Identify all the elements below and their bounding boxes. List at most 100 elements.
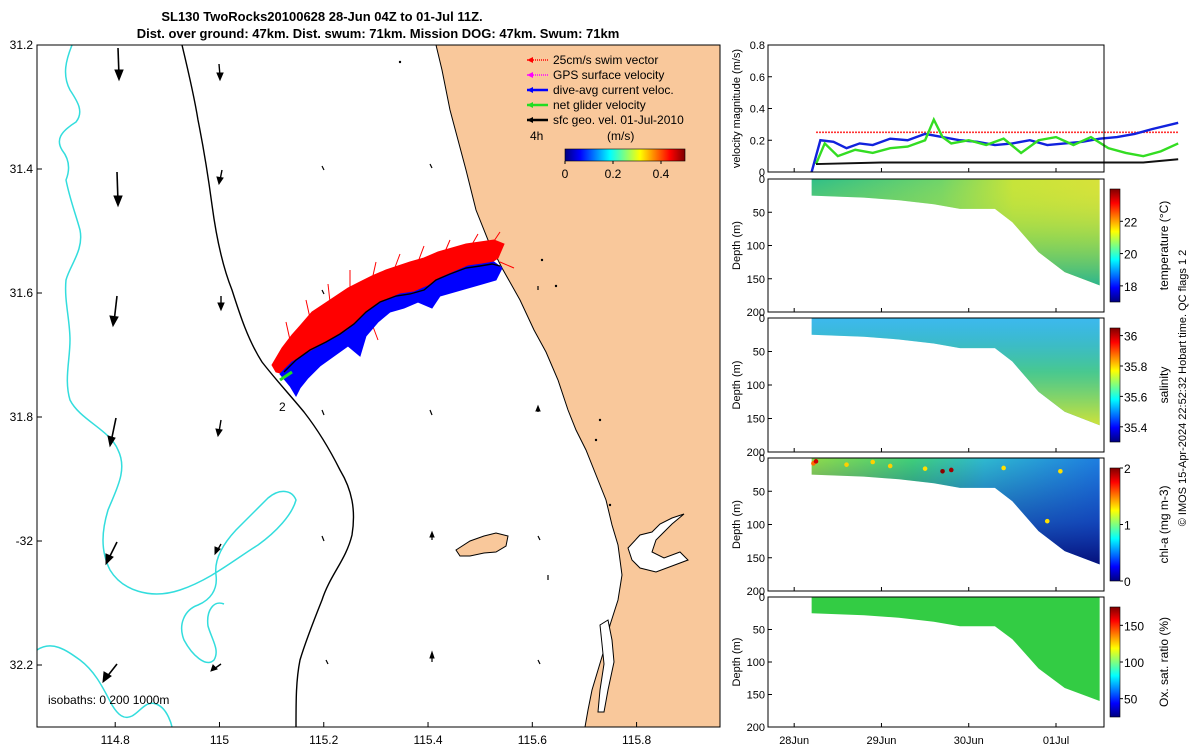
panel-colorbar [1109, 606, 1121, 718]
colorbar-tick-label: 0 [562, 167, 569, 181]
colorbar-tick-label: 36 [1124, 330, 1138, 344]
colorbar-tick-label: 35.4 [1124, 421, 1148, 435]
colorbar-title: salinity [1157, 367, 1171, 404]
map-x-tick-label: 115.8 [622, 733, 651, 747]
y-tick-label: 0 [759, 313, 765, 325]
net-velocity-start [279, 370, 293, 382]
colorbar-tick-label: 0.2 [605, 167, 622, 181]
y-tick-label: 0 [759, 167, 765, 179]
map-title-line2: Dist. over ground: 47km. Dist. swum: 71k… [137, 26, 620, 41]
y-tick-label: 100 [747, 520, 765, 532]
y-tick-label: 50 [753, 347, 765, 359]
time-x-tick-label: 01Jul [1043, 735, 1069, 747]
y-tick-label: 0.2 [750, 135, 765, 147]
current-arrows [102, 47, 549, 684]
map-x-axis: 114.8 115 115.2 115.4 115.6 115.8 [101, 722, 651, 747]
colorbar-tick-label: 18 [1124, 280, 1138, 294]
y-tick-label: 0 [759, 592, 765, 604]
chl-sample-dot [940, 469, 945, 474]
y-tick-label: 100 [747, 241, 765, 253]
colorbar-tick-label: 22 [1124, 215, 1138, 229]
panel-0: velocity magnitude (m/s) 0 0.2 0.4 0.6 0.8 [731, 40, 1179, 179]
panel-frame [767, 596, 1105, 728]
chl-sample-dot [1044, 518, 1050, 524]
map-y-axis: 31.2 31.4 31.6 31.8 -32 32.2 [10, 38, 42, 672]
estuary [627, 513, 689, 573]
y-tick-label: 150 [747, 414, 765, 426]
map-x-tick-label: 115 [210, 733, 229, 747]
y-tick-label: 0 [759, 453, 765, 465]
colorbar-title: chl-a (mg m-3) [1157, 485, 1171, 563]
y-tick-label: 200 [747, 307, 765, 319]
legend-arrowhead [527, 72, 533, 78]
y-tick-label: 150 [747, 274, 765, 286]
depth-y-label: Depth (m) [731, 638, 743, 687]
chl-sample-dot [870, 459, 876, 465]
time-x-tick-label: 30Jun [954, 735, 984, 747]
track-label: 2 [279, 400, 286, 414]
map-x-tick-label: 114.8 [101, 733, 130, 747]
legend-label: dive-avg current veloc. [553, 83, 674, 97]
colorbar-label: (m/s) [607, 129, 634, 143]
isobath-1000m [37, 45, 297, 727]
colorbar-tick-label: 0.4 [653, 167, 670, 181]
panel-frame [767, 44, 1105, 173]
map-y-tick-label: 31.6 [10, 286, 34, 300]
map-x-tick-label: 115.2 [309, 733, 338, 747]
y-tick-label: 200 [747, 447, 765, 459]
legend-arrowhead [527, 102, 533, 108]
map-panel: SL130 TwoRocks20100628 28-Jun 04Z to 01-… [10, 9, 721, 747]
copyright-note: © IMOS 15-Apr-2024 22:52:32 Hobart time.… [1177, 250, 1189, 527]
section-field-deep [811, 458, 1100, 565]
section-field-deep [811, 179, 1100, 286]
colorbar-tick-label: 150 [1124, 619, 1144, 633]
velocity-series-line [814, 116, 1179, 165]
panel-colorbar [1109, 188, 1121, 303]
time-x-tick-label: 28Jun [779, 735, 809, 747]
chl-sample-dot [813, 459, 819, 464]
colorbar-title: Ox. sat. ratio (%) [1157, 617, 1171, 707]
depth-y-label: Depth (m) [731, 361, 743, 410]
chl-sample-dot [1058, 469, 1063, 474]
y-tick-label: 150 [747, 690, 765, 702]
colorbar-tick-label: 35.6 [1124, 390, 1148, 404]
y-tick-label: 0 [759, 174, 765, 186]
panel-colorbar [1109, 467, 1121, 582]
panel-4: Depth (m) 50 100 150 Ox. sat. ratio (%) 0 50 10… [731, 592, 1171, 734]
map-y-tick-label: 31.2 [10, 38, 34, 52]
colorbar-title: temperature (°C) [1157, 201, 1171, 291]
y-tick-label: 150 [747, 553, 765, 565]
map-y-tick-label: 31.8 [10, 410, 34, 424]
map-y-tick-label: -32 [16, 534, 34, 548]
panel-frame [767, 457, 1105, 592]
map-title-line1: SL130 TwoRocks20100628 28-Jun 04Z to 01-… [161, 9, 482, 24]
panel-3: Depth (m) 0 1 2 chl-a (mg m-3) 0 50 100 150 200 [731, 453, 1171, 598]
section-field-deep [811, 318, 1100, 426]
colorbar-tick-label: 50 [1124, 693, 1138, 707]
legend-arrowhead [527, 117, 533, 123]
legend-arrowhead [527, 57, 533, 63]
y-tick-label: 200 [747, 722, 765, 734]
legend-4h: 4h [530, 129, 543, 143]
legend-label: 25cm/s swim vector [553, 53, 658, 67]
rottnest-island [455, 532, 509, 557]
panel-1: Depth (m) 18 20 22 temperature (°C) 0 50 100 150… [731, 174, 1171, 319]
section-field [811, 597, 1100, 701]
colorbar-tick-label: 1 [1124, 519, 1131, 533]
map-x-tick-label: 115.4 [413, 733, 442, 747]
glider-path [283, 263, 501, 373]
depth-y-label: Depth (m) [731, 221, 743, 270]
colorbar-tick-label: 100 [1124, 656, 1144, 670]
legend-label: GPS surface velocity [553, 68, 664, 82]
y-tick-label: 100 [747, 657, 765, 669]
chl-sample-dot [844, 462, 849, 467]
colorbar-tick-label: 0 [1124, 575, 1131, 589]
y-tick-label: 0.8 [750, 40, 765, 52]
map-y-tick-label: 32.2 [10, 658, 34, 672]
y-tick-label: 200 [747, 586, 765, 598]
time-x-tick-label: 29Jun [866, 735, 896, 747]
y-tick-label: 50 [753, 207, 765, 219]
isobath-legend: isobaths: 0 200 1000m [48, 693, 169, 707]
